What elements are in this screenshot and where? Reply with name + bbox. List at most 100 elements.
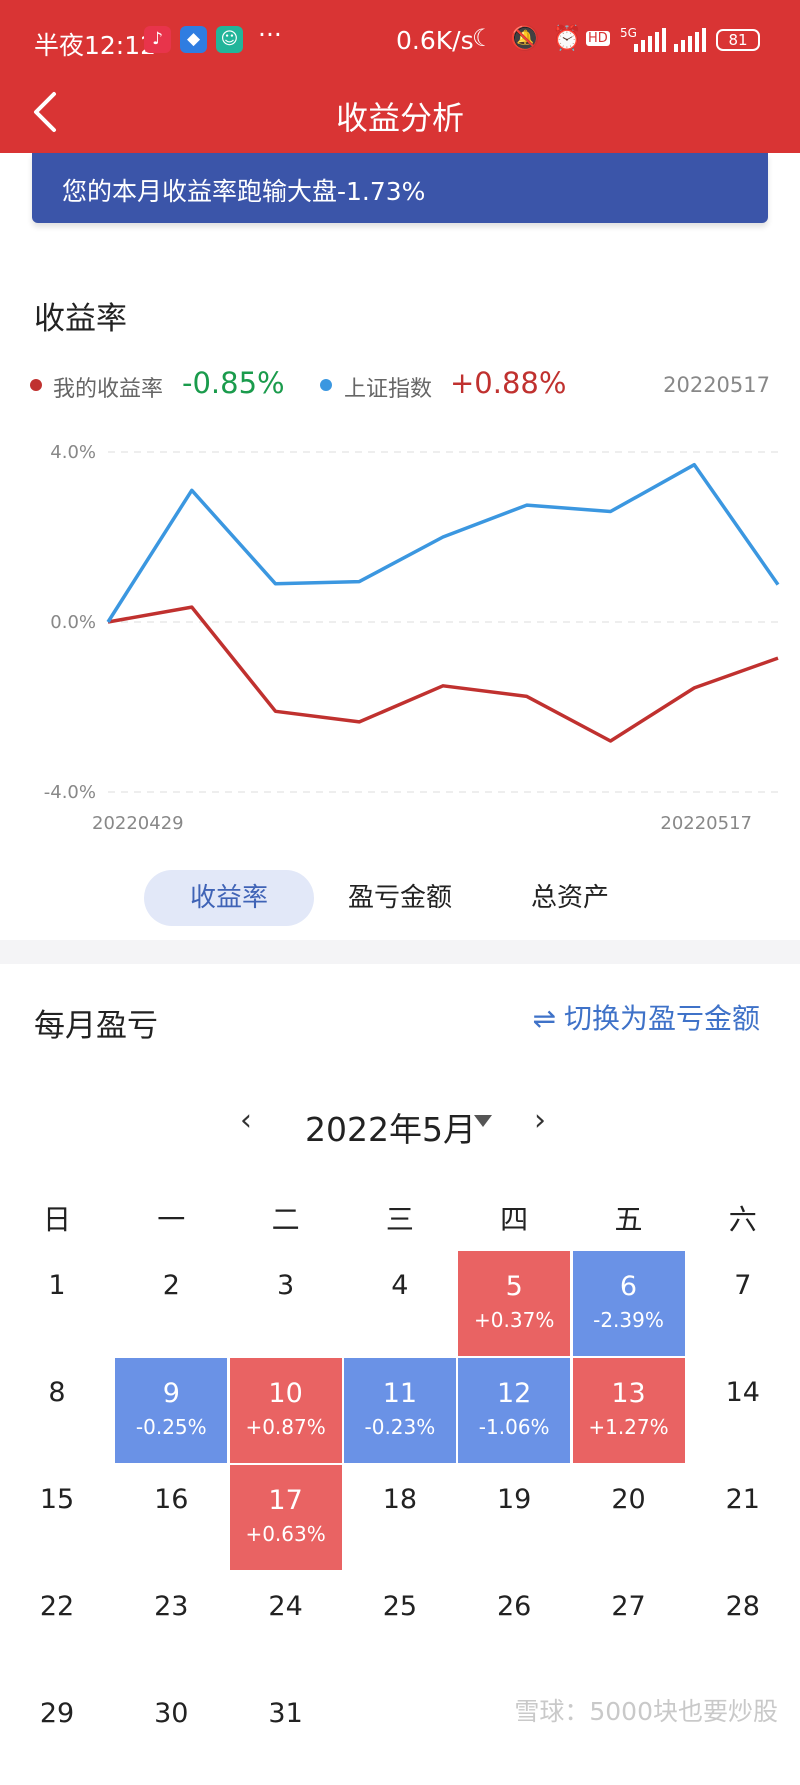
calendar-day[interactable]: 23 (114, 1571, 228, 1678)
day-return: +0.37% (474, 1308, 555, 1332)
calendar-day[interactable]: 7 (686, 1250, 800, 1357)
calendar-day[interactable]: 15 (0, 1464, 114, 1571)
day-number: 26 (497, 1591, 532, 1622)
day-number: 29 (39, 1698, 75, 1729)
calendar-day[interactable]: 20 (572, 1464, 686, 1571)
calendar-day[interactable]: 31 (229, 1678, 343, 1785)
monthly-pnl-title: 每月盈亏 (34, 1008, 158, 1044)
music-app-icon: ♪ (144, 26, 171, 53)
day-number: 7 (734, 1270, 752, 1301)
day-number: 30 (154, 1698, 189, 1729)
day-number: 5 (505, 1271, 523, 1302)
legend-dot-my-return (30, 379, 42, 391)
status-time: 半夜12:12 (34, 31, 157, 60)
day-number: 12 (497, 1378, 532, 1409)
calendar-day[interactable]: 24 (229, 1571, 343, 1678)
y-tick-label: -4.0% (44, 782, 96, 803)
signal-icon (634, 28, 666, 52)
day-number: 20 (611, 1484, 646, 1515)
calendar-day[interactable]: 18 (343, 1464, 457, 1571)
calendar-day[interactable]: 14 (686, 1357, 800, 1464)
day-return: +0.63% (245, 1522, 326, 1546)
calendar-day[interactable]: 25 (343, 1571, 457, 1678)
weekday-label: 五 (614, 1203, 643, 1236)
calendar-day[interactable]: 4 (343, 1250, 457, 1357)
calendar-day[interactable]: 9 -0.25% (114, 1357, 229, 1464)
network-speed: 0.6K/s (396, 26, 474, 55)
legend-date: 20220517 (663, 373, 770, 397)
day-number: 16 (154, 1484, 189, 1515)
day-number: 1 (48, 1270, 66, 1301)
page-title: 收益分析 (335, 99, 464, 137)
day-number: 2 (162, 1270, 180, 1301)
calendar-day[interactable]: 10 +0.87% (228, 1357, 343, 1464)
day-number: 13 (611, 1378, 646, 1409)
weekday-label: 日 (42, 1203, 71, 1236)
calendar-day[interactable]: 13 +1.27% (571, 1357, 686, 1464)
day-number: 25 (382, 1591, 418, 1622)
back-button[interactable] (28, 88, 68, 136)
weekday-label: 三 (385, 1203, 414, 1236)
calendar-day[interactable]: 2 (114, 1250, 228, 1357)
tab-return-rate[interactable]: 收益率 (144, 870, 314, 926)
day-number: 28 (725, 1591, 760, 1622)
calendar-day[interactable]: 12 -1.06% (457, 1357, 572, 1464)
day-number: 27 (611, 1591, 646, 1622)
switch-to-amount-button[interactable]: ⇌ 切换为盈亏金额 (533, 997, 768, 1037)
calendar-day[interactable]: 21 (686, 1464, 800, 1571)
legend-dot-index (320, 379, 332, 391)
calendar-day[interactable]: 29 (0, 1678, 114, 1785)
calendar-day[interactable]: 28 (686, 1571, 800, 1678)
calendar-day[interactable]: 6 -2.39% (571, 1250, 686, 1357)
banner-text: 您的本月收益率跑输大盘-1.73% (62, 177, 426, 206)
month-selector[interactable]: 2022年5月 (305, 1110, 476, 1149)
calendar-day[interactable]: 26 (457, 1571, 571, 1678)
series-line-index (106, 462, 780, 623)
weekday-label: 一 (157, 1203, 186, 1236)
calendar-day[interactable]: 11 -0.23% (342, 1357, 457, 1464)
calendar-day[interactable]: 30 (114, 1678, 228, 1785)
section-title: 收益率 (34, 301, 127, 337)
day-number: 24 (268, 1591, 303, 1622)
calendar-day[interactable]: 3 (229, 1250, 343, 1357)
watermark: 雪球：5000块也要炒股 (514, 1697, 778, 1726)
network-type: 5G (620, 26, 637, 40)
calendar-day[interactable]: 17 +0.63% (228, 1464, 343, 1571)
more-notifications-icon: ··· (258, 20, 282, 49)
prev-month-button[interactable]: ‹ (240, 1103, 252, 1138)
calendar-day[interactable]: 5 +0.37% (457, 1250, 572, 1357)
series-line-my-return (107, 605, 779, 743)
legend-value-index: +0.88% (450, 366, 567, 400)
tab-total-assets[interactable]: 总资产 (530, 883, 609, 913)
switch-icon: ⇌ (532, 1002, 556, 1035)
day-return: -0.25% (135, 1415, 207, 1439)
day-number: 18 (382, 1484, 418, 1515)
day-number: 10 (268, 1378, 303, 1409)
weekday-label: 六 (728, 1203, 757, 1236)
day-number: 17 (268, 1485, 303, 1516)
day-number: 22 (39, 1591, 75, 1622)
calendar-day[interactable]: 8 (0, 1357, 114, 1464)
robot-app-icon: ☺ (216, 26, 243, 53)
day-number: 19 (497, 1484, 532, 1515)
day-number: 3 (277, 1270, 295, 1301)
battery-icon: 81 (716, 29, 760, 51)
next-month-button[interactable]: › (534, 1103, 546, 1138)
day-number: 11 (382, 1378, 418, 1409)
section-divider (0, 940, 800, 964)
y-tick-label: 4.0% (50, 442, 96, 463)
day-number: 8 (48, 1377, 66, 1408)
calendar-day[interactable]: 16 (114, 1464, 228, 1571)
hd-icon: HD (586, 31, 610, 46)
day-return: -1.06% (478, 1415, 550, 1439)
legend-label-my-return: 我的收益率 (53, 377, 164, 402)
calendar-day[interactable]: 22 (0, 1571, 114, 1678)
calendar-day[interactable]: 19 (457, 1464, 571, 1571)
tab-pnl-amount[interactable]: 盈亏金额 (347, 883, 452, 913)
day-number: 15 (39, 1484, 75, 1515)
dropdown-arrow-icon[interactable] (474, 1115, 492, 1127)
calendar-day[interactable]: 1 (0, 1250, 114, 1357)
calendar-day[interactable]: 27 (572, 1571, 686, 1678)
x-tick-label: 20220429 (92, 813, 184, 834)
weekday-label: 二 (271, 1203, 300, 1236)
